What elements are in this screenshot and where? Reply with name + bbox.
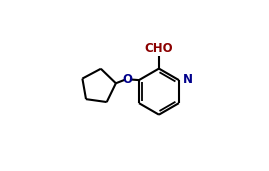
Text: N: N bbox=[183, 73, 193, 86]
Text: CHO: CHO bbox=[144, 42, 173, 55]
Text: O: O bbox=[123, 73, 133, 86]
